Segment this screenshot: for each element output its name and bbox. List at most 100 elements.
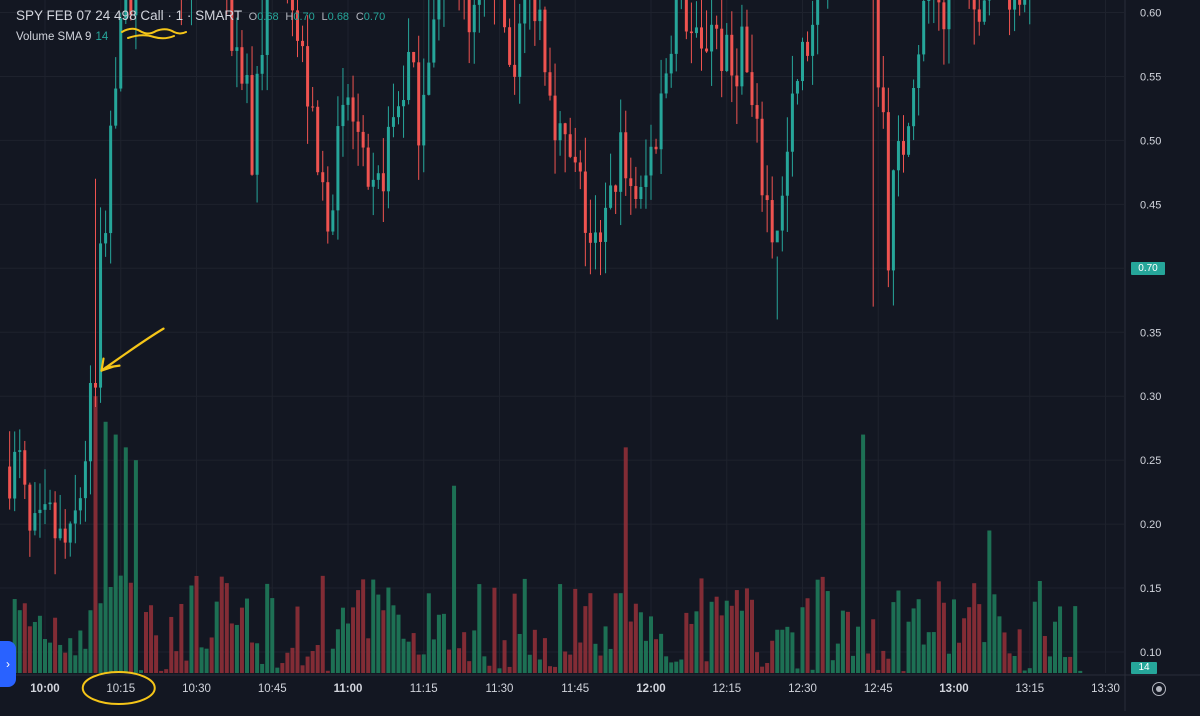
candle-body xyxy=(983,0,986,21)
volume-bar xyxy=(270,598,274,673)
volume-bar xyxy=(755,652,759,673)
volume-bar xyxy=(43,639,47,673)
volume-bar xyxy=(366,638,370,673)
candle-body xyxy=(316,107,319,172)
candle-body xyxy=(574,157,577,163)
candle-body xyxy=(104,233,107,243)
candle-body xyxy=(564,123,567,134)
chart-legend: SPY FEB 07 24 498 Call · 1 · SMART O0.68… xyxy=(16,8,385,23)
volume-bar xyxy=(619,593,623,673)
candle-body xyxy=(705,49,708,52)
volume-bar xyxy=(861,435,865,673)
volume-bar xyxy=(836,644,840,673)
price-tick-label: 0.35 xyxy=(1140,327,1161,339)
candle-body xyxy=(947,0,950,29)
settings-icon[interactable] xyxy=(1152,682,1166,696)
volume-bar xyxy=(982,642,986,673)
candle-body xyxy=(74,510,77,523)
candle-body xyxy=(897,141,900,170)
volume-bar xyxy=(765,663,769,673)
volume-bar xyxy=(907,622,911,673)
candle-body xyxy=(306,46,309,106)
candle-body xyxy=(18,450,21,452)
candle-body xyxy=(665,73,668,93)
candle-body xyxy=(1008,0,1011,10)
time-tick-label: 12:15 xyxy=(712,683,741,695)
candle-body xyxy=(397,106,400,117)
candle-body xyxy=(508,27,511,65)
volume-bar xyxy=(119,576,123,673)
time-tick-label: 13:15 xyxy=(1015,683,1044,695)
candle-body xyxy=(44,504,47,510)
volume-bar xyxy=(94,396,98,673)
volume-bar xyxy=(331,649,335,673)
volume-bar xyxy=(498,668,502,673)
chevron-right-icon[interactable]: › xyxy=(0,641,16,687)
volume-bar xyxy=(83,649,87,673)
candle-body xyxy=(670,54,673,74)
volume-bar xyxy=(629,622,633,673)
volume-bar xyxy=(341,608,345,673)
candle-body xyxy=(902,141,905,155)
volume-bar xyxy=(770,641,774,673)
volume-bar xyxy=(487,666,491,673)
candle-body xyxy=(109,126,112,233)
volume-bar xyxy=(1033,602,1037,673)
candle-body xyxy=(372,180,375,187)
volume-bar xyxy=(28,626,32,673)
volume-bar xyxy=(624,447,628,673)
volume-bar xyxy=(1063,657,1067,673)
symbol-title[interactable]: SPY FEB 07 24 498 Call · 1 · SMART xyxy=(16,8,242,23)
candle-body xyxy=(240,47,243,83)
volume-bar xyxy=(725,601,729,673)
volume-bar xyxy=(442,614,446,673)
time-tick-label: 13:30 xyxy=(1091,683,1120,695)
volume-bar xyxy=(780,630,784,673)
volume-bar xyxy=(1003,632,1007,673)
volume-bar xyxy=(523,579,527,673)
candle-body xyxy=(735,76,738,87)
candle-body xyxy=(882,87,885,112)
candle-body xyxy=(367,148,370,187)
volume-bar xyxy=(992,594,996,673)
candle-body xyxy=(341,105,344,126)
volume-bar xyxy=(144,612,148,673)
volume-bar xyxy=(891,602,895,673)
volume-bar xyxy=(407,642,411,673)
volume-bar xyxy=(896,590,900,673)
volume-bar xyxy=(38,616,42,673)
candle-body xyxy=(766,195,769,200)
candle-body xyxy=(675,0,678,54)
volume-bar xyxy=(664,656,668,673)
price-axis[interactable]: 1.101.051.000.950.900.850.800.750.700.65… xyxy=(1140,0,1161,659)
volume-bar xyxy=(306,657,310,673)
volume-bar xyxy=(210,637,214,673)
candle-body xyxy=(771,200,774,242)
candle-body xyxy=(629,178,632,186)
candle-body xyxy=(609,185,612,207)
volume-bar xyxy=(53,618,57,673)
volume-bar xyxy=(351,607,355,673)
candle-body xyxy=(387,127,390,191)
candle-body xyxy=(468,0,471,32)
candle-body xyxy=(311,106,314,107)
candle-body xyxy=(402,100,405,106)
time-tick-label: 10:15 xyxy=(106,683,135,695)
candle-body xyxy=(877,0,880,87)
volume-bar xyxy=(124,447,128,673)
volume-bar xyxy=(492,588,496,673)
candle-body xyxy=(907,126,910,155)
volume-bar xyxy=(821,577,825,673)
volume-bar xyxy=(129,583,133,673)
volume-bar xyxy=(154,635,158,673)
volume-bar xyxy=(275,668,279,673)
candle-body xyxy=(685,0,688,31)
candle-body xyxy=(64,529,67,543)
candle-body xyxy=(791,94,794,152)
volume-bar xyxy=(225,583,229,673)
candle-body xyxy=(695,27,698,33)
volume-bars xyxy=(8,396,1083,673)
